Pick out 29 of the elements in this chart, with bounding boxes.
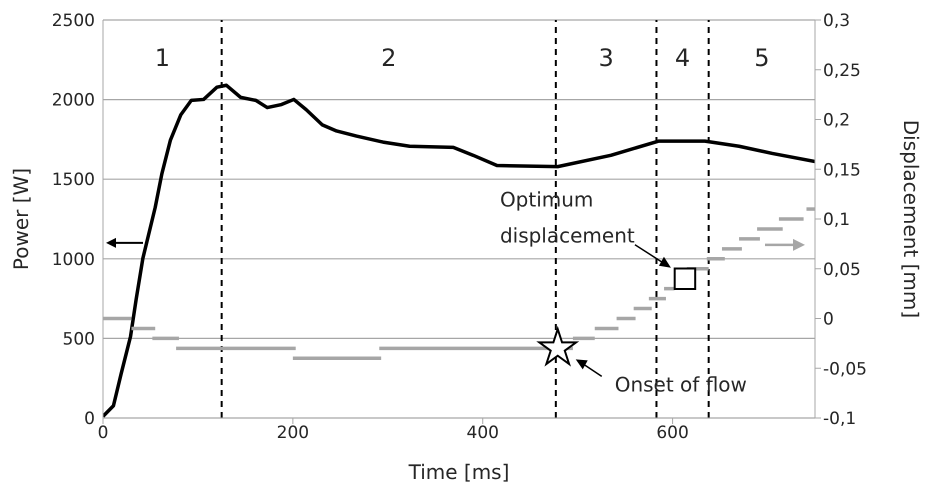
annotation: Optimum displacement bbox=[500, 188, 635, 248]
y-tick-label: 1500 bbox=[52, 170, 95, 190]
y2-tick-label: 0,05 bbox=[823, 260, 861, 280]
annotation: Onset of flow bbox=[614, 372, 747, 396]
y2-tick-label: 0,2 bbox=[823, 110, 850, 131]
y-tick-label: 500 bbox=[62, 329, 95, 350]
y2-tick-label: 0,3 bbox=[823, 11, 850, 32]
x-tick-label: 0 bbox=[98, 423, 108, 444]
y-tick-label: 0 bbox=[84, 409, 95, 430]
y2-tick-label: -0,05 bbox=[823, 359, 867, 380]
x-tick-label: 400 bbox=[466, 423, 499, 444]
y2-tick-label: 0 bbox=[823, 310, 834, 330]
y-tick-label: 1000 bbox=[52, 250, 95, 270]
y-tick-label: 2500 bbox=[52, 11, 95, 32]
annotation: 5 bbox=[754, 44, 770, 72]
annotation: 1 bbox=[154, 44, 170, 72]
y2-tick-label: -0,1 bbox=[823, 409, 856, 430]
y2-axis-title: Displacement [mm] bbox=[898, 120, 923, 318]
annotation: 3 bbox=[598, 44, 614, 72]
annotation: 4 bbox=[674, 44, 690, 72]
y2-tick-label: 0,25 bbox=[823, 60, 861, 81]
y-tick-label: 2000 bbox=[52, 90, 95, 111]
y2-tick-label: 0,15 bbox=[823, 160, 861, 180]
y-axis-title: Power [W] bbox=[9, 168, 34, 270]
x-tick-label: 600 bbox=[656, 423, 689, 444]
x-tick-label: 200 bbox=[276, 423, 310, 444]
annotation: 2 bbox=[381, 44, 396, 72]
x-axis-title: Time [ms] bbox=[408, 460, 510, 484]
y2-tick-label: 0,1 bbox=[823, 210, 850, 230]
